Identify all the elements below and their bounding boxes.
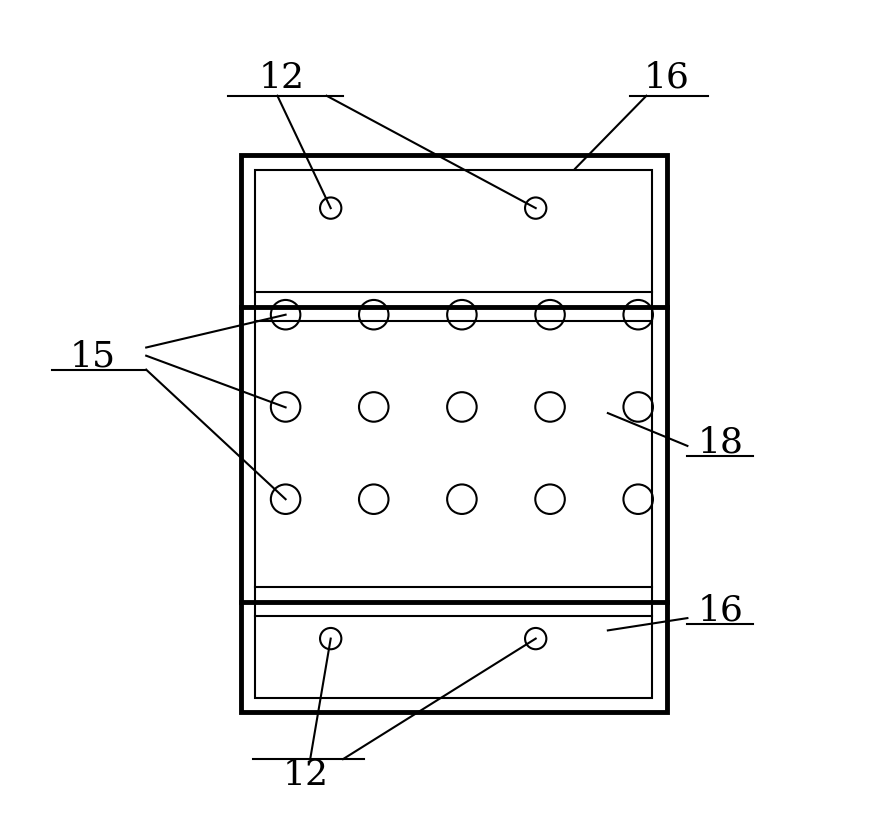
Text: 16: 16 (698, 593, 743, 627)
Text: 12: 12 (283, 757, 329, 791)
Text: 15: 15 (69, 339, 116, 373)
Bar (241, 156, 666, 713)
Text: 18: 18 (697, 425, 743, 459)
Bar (255, 170, 652, 698)
Text: 16: 16 (644, 61, 690, 95)
Text: 12: 12 (258, 61, 305, 95)
